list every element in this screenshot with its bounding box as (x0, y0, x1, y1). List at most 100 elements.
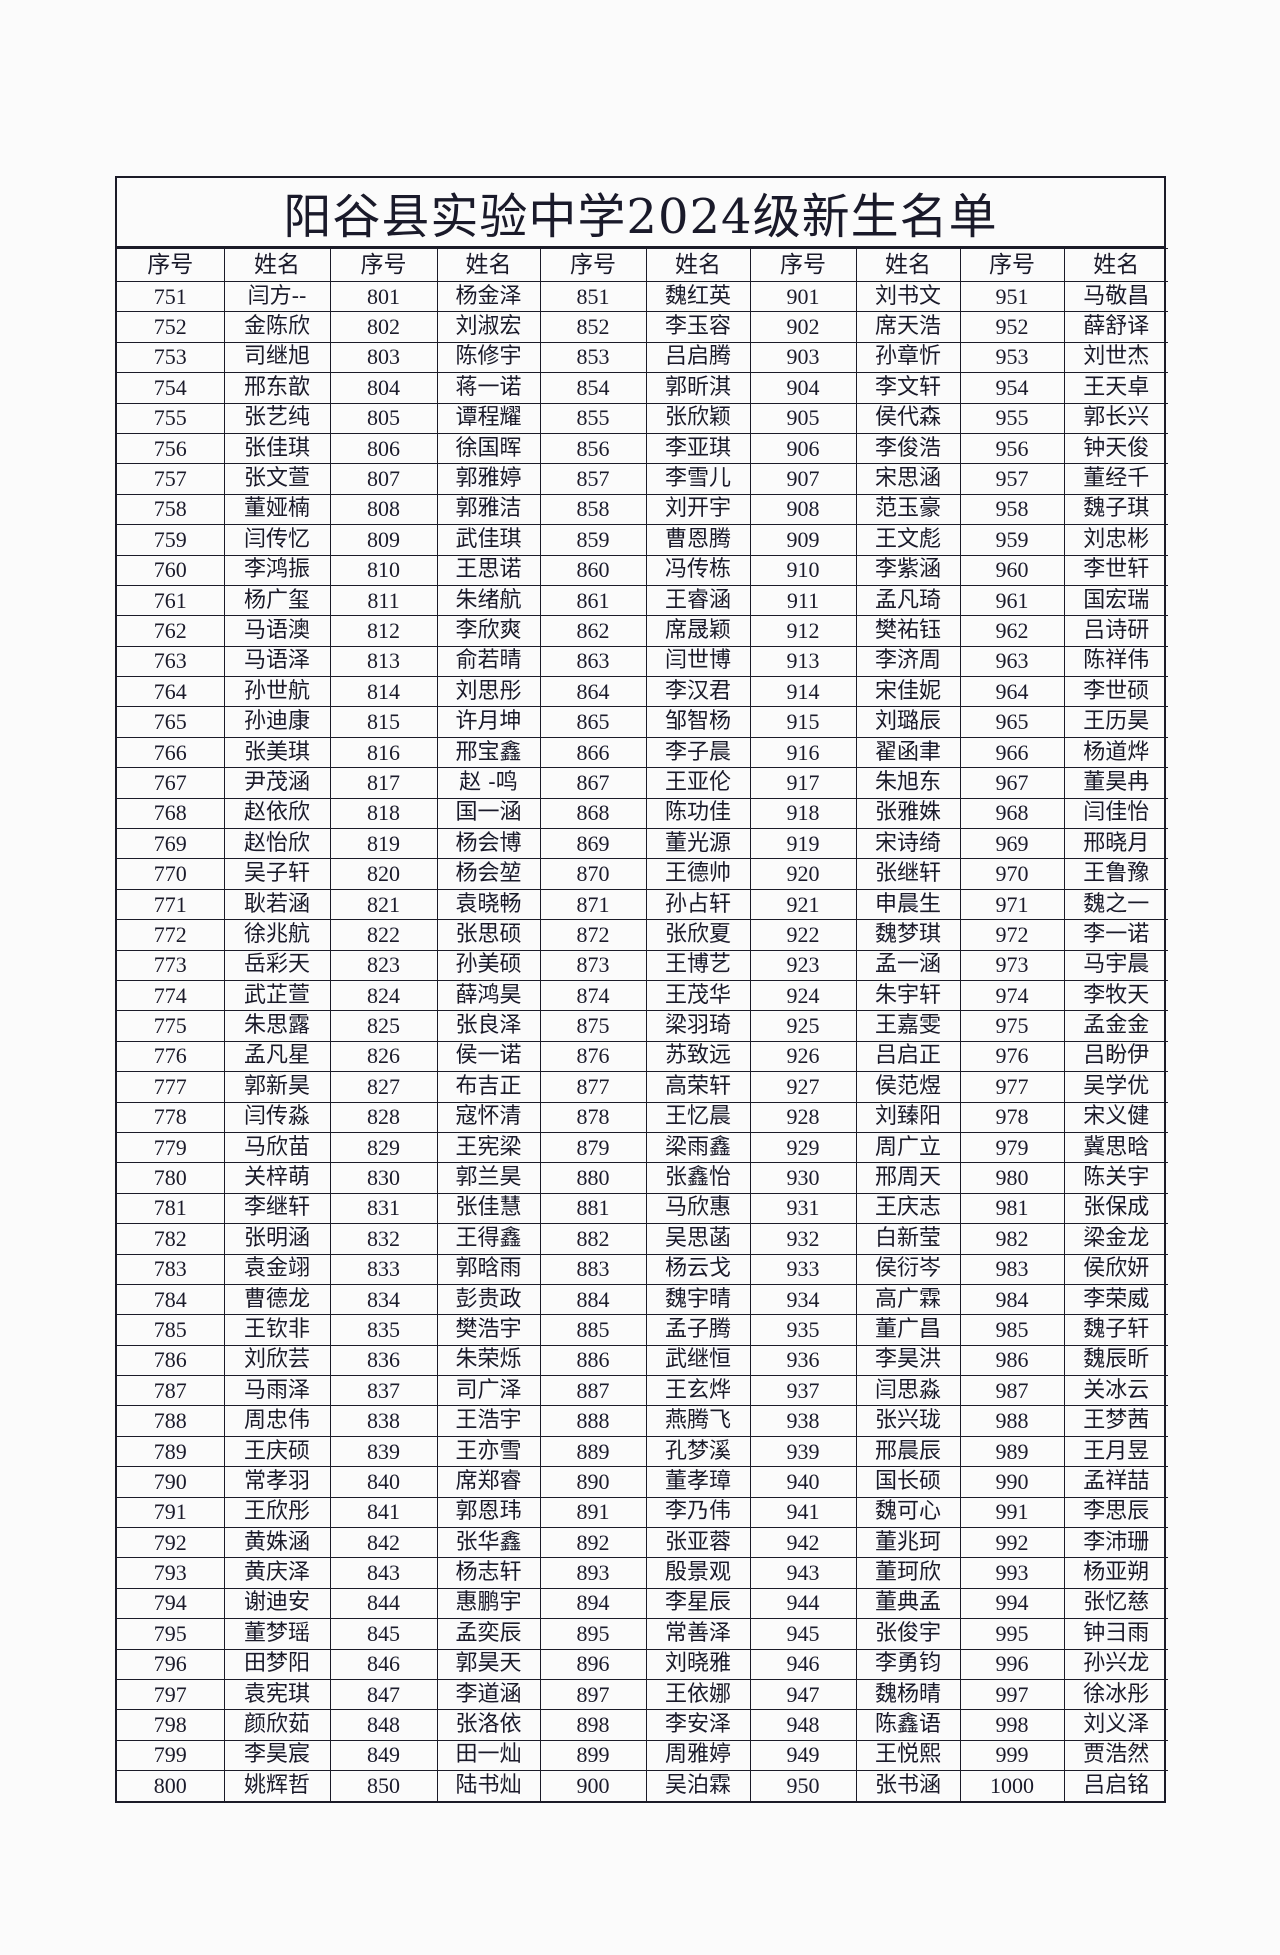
student-name-cell: 朱旭东 (855, 767, 961, 799)
seq-number-cell: 824 (329, 979, 438, 1012)
student-name-cell: 张雅姝 (855, 797, 961, 830)
seq-number-cell: 780 (117, 1162, 225, 1194)
seq-number-cell: 905 (749, 402, 857, 434)
seq-number-cell: 993 (959, 1557, 1065, 1589)
student-name-cell: 武芷萱 (223, 979, 331, 1012)
student-name-cell: 王博艺 (645, 949, 751, 981)
student-name-cell: 闫传淼 (223, 1101, 331, 1133)
student-name-cell: 魏辰昕 (1063, 1344, 1168, 1377)
student-name-cell: 董珂欣 (855, 1557, 961, 1589)
seq-number-cell: 793 (117, 1557, 225, 1589)
seq-number-cell: 874 (539, 979, 647, 1012)
seq-number-cell: 957 (959, 463, 1065, 495)
seq-number-cell: 854 (539, 372, 647, 404)
seq-number-cell: 847 (329, 1678, 438, 1711)
student-name-cell: 侯衍岑 (855, 1253, 961, 1285)
student-name-cell: 魏宇晴 (645, 1283, 751, 1316)
student-name-cell: 曹恩腾 (645, 524, 751, 556)
student-name-cell: 朱思露 (223, 1010, 331, 1042)
student-name-cell: 侯范煜 (855, 1071, 961, 1103)
student-name-cell: 张佳琪 (223, 432, 331, 465)
student-name-cell: 马欣苗 (223, 1131, 331, 1164)
student-name-cell: 王悦熙 (855, 1739, 961, 1772)
table-row: 794 谢迪安 844 惠鹏宇 894 李星辰 944 董典孟 994 张忆慈 (117, 1587, 1168, 1620)
seq-number-cell: 896 (539, 1648, 647, 1680)
seq-number-cell: 777 (117, 1071, 225, 1103)
student-name-cell: 寇怀清 (436, 1101, 541, 1133)
table-row: 788 周忠伟 838 王浩宇 888 燕腾飞 938 张兴珑 988 王梦茜 (117, 1405, 1168, 1437)
header-seq: 序号 (117, 248, 225, 282)
student-name-cell: 侯代森 (855, 402, 961, 434)
seq-number-cell: 946 (749, 1648, 857, 1680)
student-name-cell: 张艺纯 (223, 402, 331, 434)
student-name-cell: 俞若晴 (436, 645, 541, 678)
student-name-cell: 李玉容 (645, 311, 751, 343)
student-name-cell: 王思诺 (436, 554, 541, 586)
table-row: 780 关梓萌 830 郭兰昊 880 张鑫怡 930 邢周天 980 陈关宇 (117, 1162, 1168, 1194)
seq-number-cell: 849 (329, 1739, 438, 1772)
table-row: 762 马语澳 812 李欣爽 862 席晟颖 912 樊祐钰 962 吕诗研 (117, 615, 1168, 647)
student-name-cell: 周雅婷 (645, 1739, 751, 1772)
seq-number-cell: 814 (329, 676, 438, 708)
seq-number-cell: 976 (959, 1040, 1065, 1073)
student-name-cell: 孙章忻 (855, 341, 961, 374)
table-row: 775 朱思露 825 张良泽 875 梁羽琦 925 王嘉雯 975 孟金金 (117, 1010, 1168, 1042)
student-name-cell: 谢迪安 (223, 1587, 331, 1620)
seq-number-cell: 944 (749, 1587, 857, 1620)
student-name-cell: 杨亚朔 (1063, 1557, 1168, 1589)
seq-number-cell: 955 (959, 402, 1065, 434)
student-name-cell: 周广立 (855, 1131, 961, 1164)
seq-number-cell: 808 (329, 493, 438, 526)
table-row: 800 姚辉哲 850 陆书灿 900 吴泊霖 950 张书涵 1000 吕启铭 (117, 1770, 1168, 1801)
student-name-cell: 常孝羽 (223, 1466, 331, 1498)
seq-number-cell: 860 (539, 554, 647, 586)
seq-number-cell: 863 (539, 645, 647, 678)
student-name-cell: 董经千 (1063, 463, 1168, 495)
seq-number-cell: 925 (749, 1010, 857, 1042)
seq-number-cell: 869 (539, 828, 647, 860)
student-name-cell: 邢晨辰 (855, 1435, 961, 1468)
seq-number-cell: 771 (117, 888, 225, 921)
student-name-cell: 张欣夏 (645, 919, 751, 951)
table-row: 782 张明涵 832 王得鑫 882 吴思菡 932 白新莹 982 梁金龙 (117, 1223, 1168, 1255)
seq-number-cell: 768 (117, 797, 225, 830)
student-name-cell: 吕启铭 (1063, 1770, 1168, 1801)
table-row: 772 徐兆航 822 张思硕 872 张欣夏 922 魏梦琪 972 李一诺 (117, 919, 1168, 951)
student-name-cell: 杨志轩 (436, 1557, 541, 1589)
student-name-cell: 李昊洪 (855, 1344, 961, 1377)
student-name-cell: 王庆志 (855, 1192, 961, 1225)
seq-number-cell: 839 (329, 1435, 438, 1468)
student-name-cell: 彭贵政 (436, 1283, 541, 1316)
seq-number-cell: 816 (329, 736, 438, 769)
student-name-cell: 李欣爽 (436, 615, 541, 647)
table-row: 765 孙迪康 815 许月坤 865 邹智杨 915 刘璐辰 965 王历昊 (117, 706, 1168, 738)
seq-number-cell: 909 (749, 524, 857, 556)
seq-number-cell: 953 (959, 341, 1065, 374)
seq-number-cell: 992 (959, 1527, 1065, 1559)
student-name-cell: 朱宇轩 (855, 979, 961, 1012)
table-row: 773 岳彩天 823 孙美硕 873 王博艺 923 孟一涵 973 马宇晨 (117, 949, 1168, 981)
seq-number-cell: 912 (749, 615, 857, 647)
seq-number-cell: 853 (539, 341, 647, 374)
seq-number-cell: 983 (959, 1253, 1065, 1285)
student-name-cell: 关冰云 (1063, 1375, 1168, 1407)
seq-number-cell: 921 (749, 888, 857, 921)
student-name-cell: 孟子腾 (645, 1314, 751, 1346)
seq-number-cell: 890 (539, 1466, 647, 1498)
student-name-cell: 刘世杰 (1063, 341, 1168, 374)
student-name-cell: 杨道烨 (1063, 736, 1168, 769)
seq-number-cell: 876 (539, 1040, 647, 1073)
seq-number-cell: 790 (117, 1466, 225, 1498)
seq-number-cell: 864 (539, 676, 647, 708)
student-name-cell: 尹茂涵 (223, 767, 331, 799)
seq-number-cell: 991 (959, 1496, 1065, 1529)
student-name-cell: 张良泽 (436, 1010, 541, 1042)
seq-number-cell: 919 (749, 828, 857, 860)
seq-number-cell: 813 (329, 645, 438, 678)
table-row: 756 张佳琪 806 徐国晖 856 李亚琪 906 李俊浩 956 钟天俊 (117, 432, 1168, 465)
student-name-cell: 李荣威 (1063, 1283, 1168, 1316)
student-name-cell: 邹智杨 (645, 706, 751, 738)
seq-number-cell: 752 (117, 311, 225, 343)
seq-number-cell: 762 (117, 615, 225, 647)
seq-number-cell: 789 (117, 1435, 225, 1468)
